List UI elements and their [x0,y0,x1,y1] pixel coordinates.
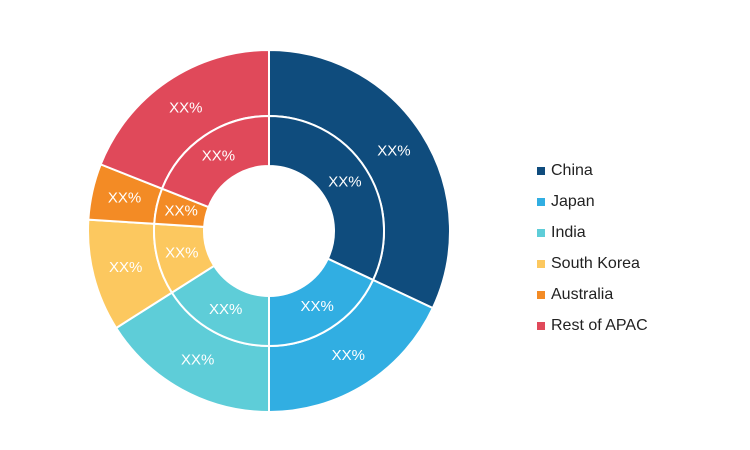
segment-label: XX% [332,347,365,364]
legend-label: Japan [551,193,595,210]
segment-label: XX% [202,148,235,165]
donut-segment [160,114,270,209]
legend-label: Rest of APAC [551,317,648,334]
segment-label: XX% [164,202,197,219]
legend-swatch [537,229,545,237]
segment-label: XX% [108,190,141,207]
legend-swatch [537,167,545,175]
legend-swatch [537,260,545,268]
segment-label: XX% [209,301,242,318]
donut-segment [268,114,385,282]
segment-label: XX% [181,352,214,369]
segment-label: XX% [328,174,361,191]
segment-label: XX% [301,298,334,315]
legend-swatch [537,322,545,330]
legend-label: India [551,224,586,241]
legend-swatch [537,198,545,206]
segment-label: XX% [377,143,410,160]
legend-swatch [537,291,545,299]
segment-label: XX% [169,100,202,117]
legend-label: Australia [551,286,613,303]
segment-label: XX% [109,259,142,276]
legend-label: South Korea [551,255,640,272]
legend-label: China [551,162,593,179]
segment-label: XX% [165,244,198,261]
